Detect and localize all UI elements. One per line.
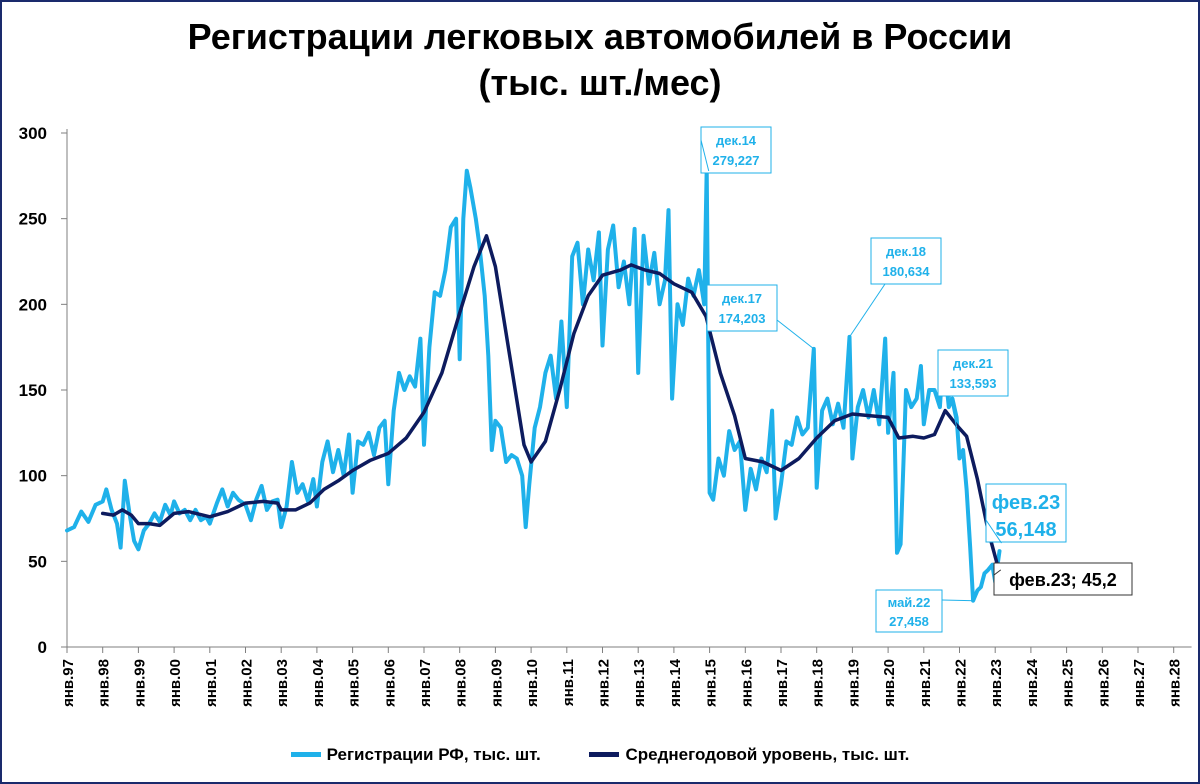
- legend-swatch-annual-average: [589, 752, 620, 757]
- annotation-dec18-leader: [849, 283, 886, 338]
- annotations: дек.14279,227дек.17174,203дек.18180,634д…: [700, 126, 1133, 633]
- annotation-dec17-box: [706, 284, 778, 332]
- x-tick-label: янв.00: [167, 659, 184, 707]
- y-axis: 0 50 100 150 200 250 300: [19, 124, 68, 657]
- legend-label-annual-average: Среднегодовой уровень, тыс. шт.: [625, 744, 910, 764]
- annotation-feb23-registrations-label: фев.23: [992, 492, 1060, 514]
- x-tick-label: янв.99: [131, 659, 148, 707]
- annotation-dec14-value: 279,227: [713, 153, 760, 168]
- annotation-dec14-leader: [700, 139, 710, 172]
- annotation-feb23-annual: фев.23; 45,2: [993, 562, 1133, 596]
- x-tick-label: янв.14: [667, 658, 684, 707]
- annotation-feb23-registrations-value: 56,148: [995, 519, 1056, 541]
- annotation-dec21-leader: [949, 395, 958, 428]
- annotation-dec17-value: 174,203: [719, 311, 766, 326]
- annotation-may22: май.22 27,458: [875, 589, 976, 633]
- annotation-may22-box: [875, 589, 943, 633]
- y-tick-label: 150: [19, 381, 47, 400]
- x-tick-label: янв.03: [274, 659, 291, 707]
- x-tick-label: янв.07: [417, 659, 434, 707]
- chart-subtitle: (тыс. шт./мес): [478, 62, 722, 103]
- annotation-dec18-box: [870, 237, 942, 285]
- annotation-feb23-registrations-leader: [985, 519, 1002, 544]
- annotation-dec18-label: дек.18: [886, 244, 926, 259]
- y-tick-label: 200: [19, 295, 47, 314]
- series-line-annual-average: [100, 234, 1001, 572]
- x-tick-label: янв.97: [60, 659, 77, 707]
- y-tick-label: 0: [38, 638, 47, 657]
- legend-item-annual-average: Среднегодовой уровень, тыс. шт.: [589, 745, 909, 765]
- x-tick-label: янв.13: [631, 659, 648, 707]
- annotation-dec21-label: дек.21: [953, 356, 993, 371]
- x-tick-label: янв.24: [1024, 658, 1041, 707]
- annotation-may22-value: 27,458: [889, 614, 929, 629]
- x-tick-label: янв.22: [953, 659, 970, 707]
- chart-title-block: Регистрации легковых автомобилей в Росси…: [0, 14, 1200, 106]
- annotation-dec21: дек.21 133,593: [937, 349, 1009, 428]
- annotation-dec18: дек.18 180,634: [849, 237, 942, 338]
- x-tick-label: янв.12: [596, 659, 613, 707]
- annotation-dec14-label: дек.14: [716, 133, 757, 148]
- legend: Регистрации РФ, тыс. шт. Среднегодовой у…: [0, 742, 1200, 765]
- x-tick-label: янв.05: [346, 659, 363, 707]
- annotation-feb23-annual-label: фев.23; 45,2: [1009, 570, 1117, 590]
- annotation-dec14: дек.14 279,227: [700, 126, 772, 174]
- x-tick-label: янв.17: [774, 659, 791, 707]
- annotation-dec17: дек.17 174,203: [706, 284, 815, 350]
- x-tick-label: янв.21: [917, 659, 934, 707]
- annotation-dec17-leader: [776, 319, 815, 350]
- annotation-dec18-value: 180,634: [883, 264, 931, 279]
- annotation-dec21-box: [937, 349, 1009, 397]
- x-axis: янв.97 янв.98 янв.99 янв.00 янв.01 янв.02 янв.…: [60, 646, 1192, 707]
- chart-title: Регистрации легковых автомобилей в Росси…: [187, 16, 1013, 57]
- annotation-dec21-value: 133,593: [950, 376, 997, 391]
- annotation-dec14-box: [700, 126, 772, 174]
- y-tick-label: 300: [19, 124, 47, 143]
- x-tick-label: янв.16: [738, 659, 755, 707]
- x-tick-label: янв.19: [845, 659, 862, 707]
- x-tick-label: янв.08: [453, 659, 470, 707]
- annotation-feb23-annual-box: [993, 562, 1133, 596]
- series-layer: [65, 167, 1002, 603]
- x-tick-label: янв.28: [1167, 659, 1184, 707]
- x-tick-label: янв.23: [988, 659, 1005, 707]
- annotation-feb23-annual-leader: [993, 569, 1002, 576]
- x-tick-label: янв.02: [239, 659, 256, 707]
- x-tick-label: янв.01: [203, 659, 220, 707]
- y-tick-label: 250: [19, 210, 47, 229]
- x-tick-label: янв.04: [310, 658, 327, 707]
- y-tick-label: 100: [19, 467, 47, 486]
- annotation-feb23-registrations: фев.23 56,148: [985, 483, 1067, 544]
- x-tick-label: янв.26: [1095, 659, 1112, 707]
- x-tick-label: янв.20: [881, 659, 898, 707]
- y-tick-label: 50: [28, 552, 47, 571]
- series-line-registrations: [65, 167, 1002, 603]
- x-tick-label: янв.10: [524, 659, 541, 707]
- x-tick-label: янв.27: [1131, 659, 1148, 707]
- annotation-dec17-label: дек.17: [722, 291, 762, 306]
- legend-swatch-registrations: [290, 752, 321, 757]
- x-tick-label: янв.18: [810, 659, 827, 707]
- annotation-feb23-registrations-box: [985, 483, 1067, 543]
- x-tick-label: янв.25: [1060, 659, 1077, 707]
- x-tick-label: янв.09: [488, 659, 505, 707]
- annotation-may22-label: май.22: [888, 595, 931, 610]
- x-tick-label: янв.98: [96, 659, 113, 707]
- legend-label-registrations: Регистрации РФ, тыс. шт.: [326, 744, 541, 764]
- legend-item-registrations: Регистрации РФ, тыс. шт.: [290, 744, 541, 765]
- annotation-may22-leader: [941, 599, 976, 602]
- x-tick-label: янв.15: [703, 659, 720, 707]
- x-tick-label: янв.06: [381, 659, 398, 707]
- x-tick-label: янв.11: [560, 659, 577, 706]
